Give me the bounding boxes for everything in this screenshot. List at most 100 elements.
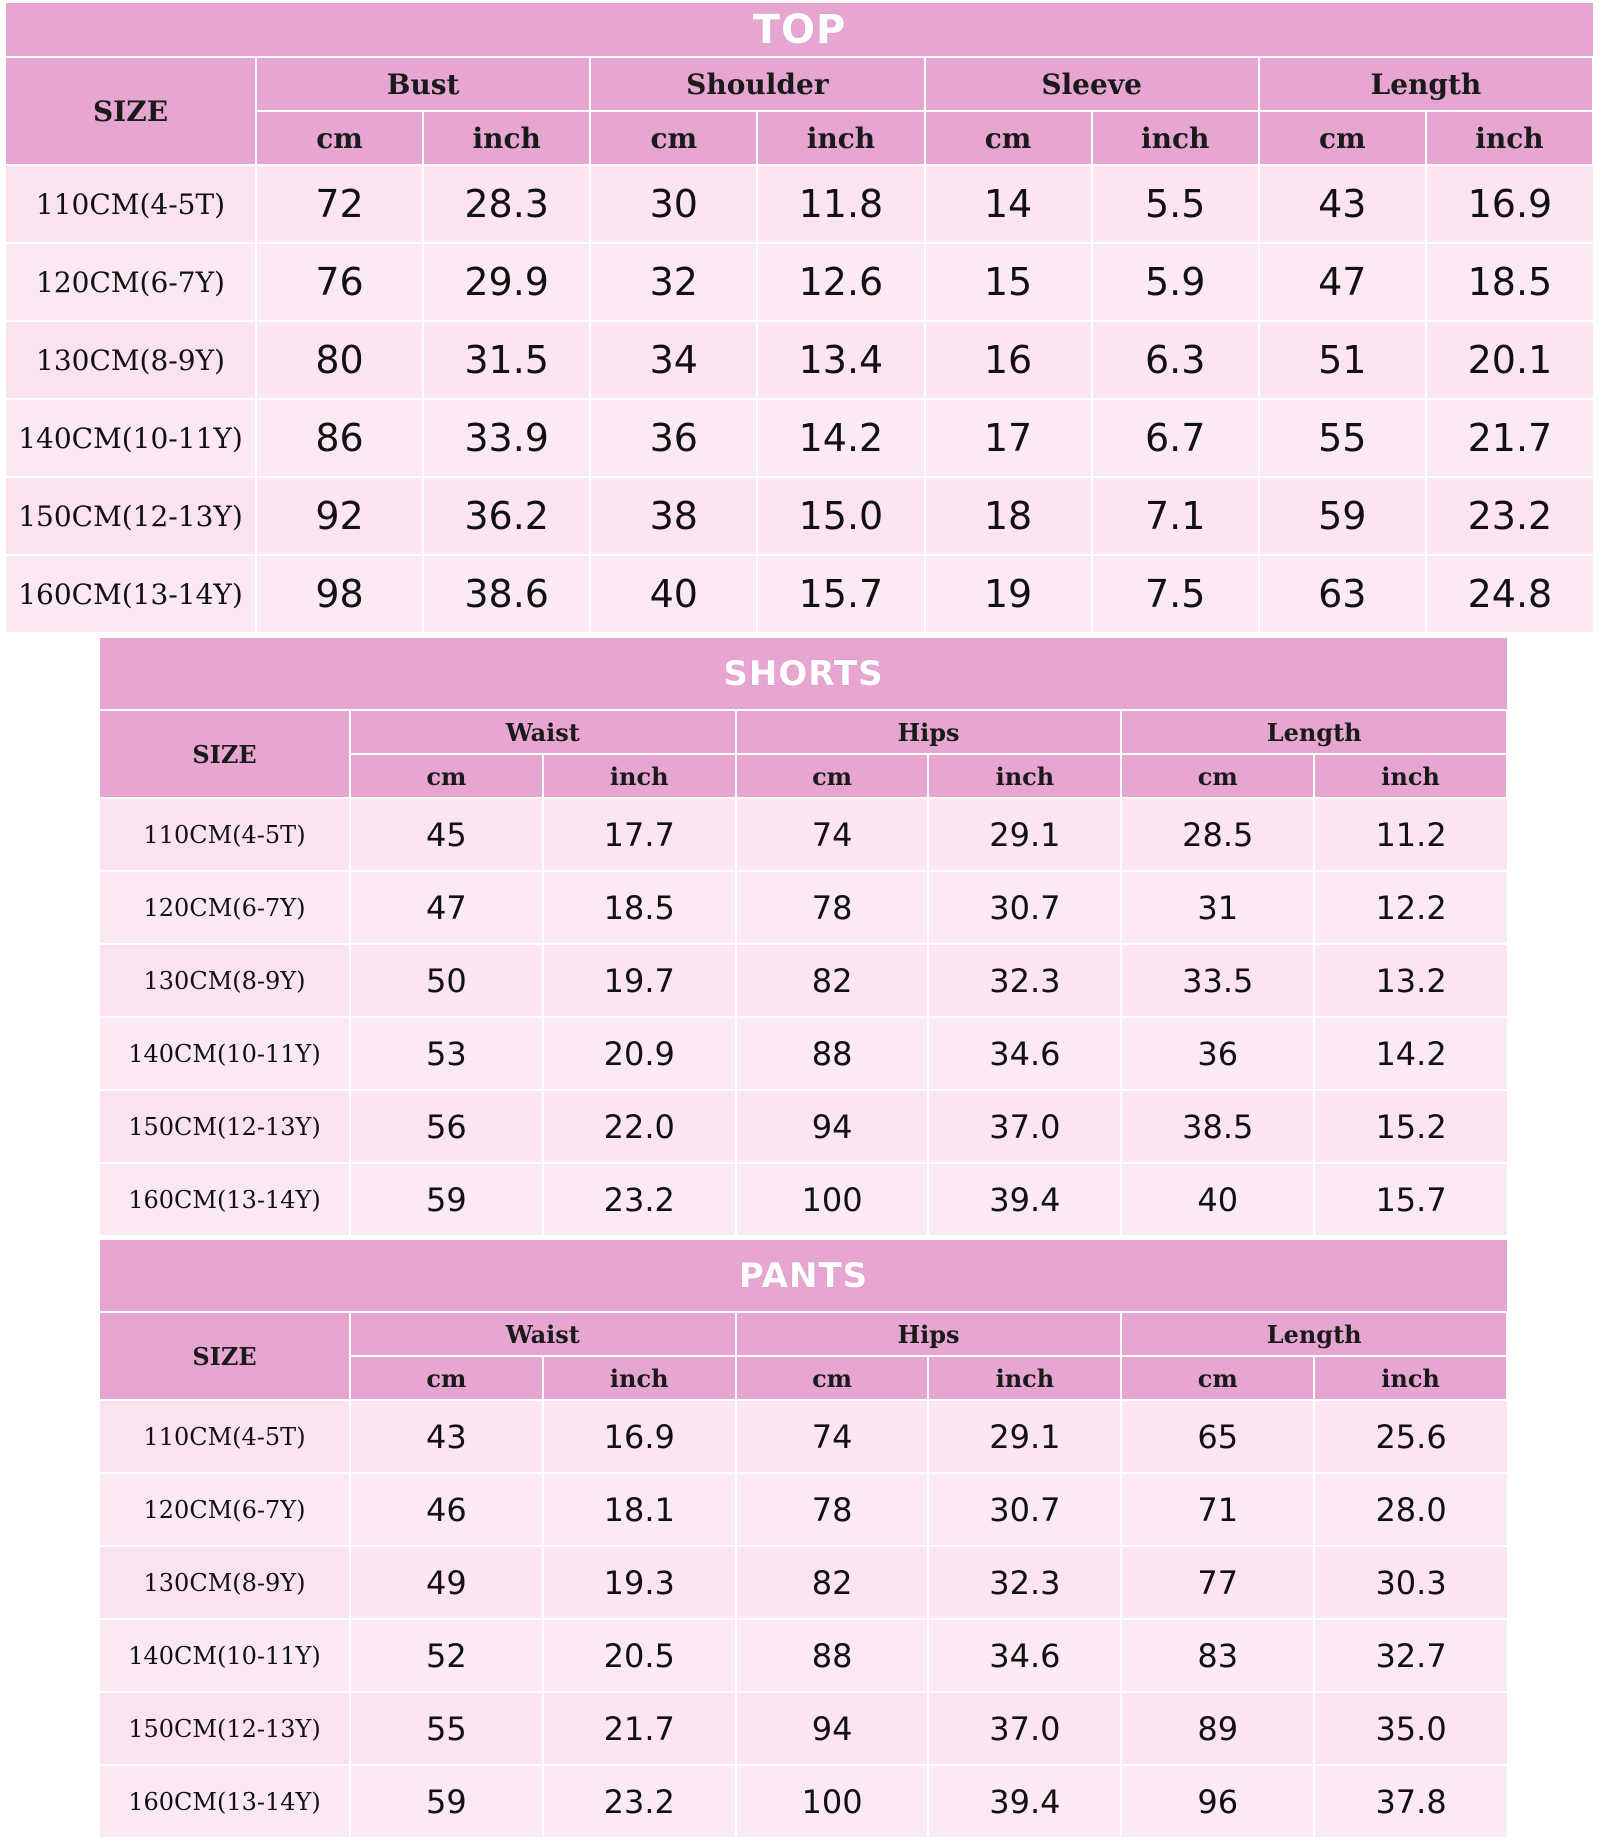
measurement-cell: 20.1 [1424,320,1593,399]
measurement-cell: 25.6 [1313,1399,1507,1473]
measurement-cell: 51 [1257,320,1426,399]
shoulder-header: Shoulder [589,56,926,112]
unit-header-inch: inch [927,753,1123,799]
measurement-cell: 40 [589,554,758,632]
measurement-cell: 14.2 [756,398,925,477]
size-column-header: SIZE [100,709,351,799]
bust-header: Bust [254,56,592,112]
measurement-cell: 63 [1257,554,1426,632]
measurement-cell: 43 [349,1399,543,1473]
size-column-header: SIZE [6,56,257,166]
measurement-cell: 12.6 [756,242,925,321]
top-size-chart: TOP SIZE Bust Shoulder Sleeve Length cm … [6,3,1595,632]
unit-header-inch: inch [927,1355,1123,1401]
measurement-cell: 43 [1257,164,1426,243]
measurement-cell: 92 [254,476,424,555]
measurement-cell: 80 [254,320,424,399]
top-table: TOP SIZE Bust Shoulder Sleeve Length cm … [6,3,1595,632]
unit-header-inch: inch [1313,753,1508,799]
size-column-header: SIZE [100,1311,351,1401]
measurement-cell: 29.9 [422,242,591,321]
pants-title: PANTS [100,1240,1507,1313]
unit-header-inch: inch [1424,110,1595,166]
size-cell: 140CM(10-11Y) [100,1016,350,1090]
measurement-cell: 98 [254,554,424,632]
measurement-cell: 59 [349,1162,543,1235]
measurement-cell: 20.5 [541,1618,736,1692]
length-header: Length [1120,709,1508,755]
measurement-cell: 19 [923,554,1092,632]
measurement-cell: 15.0 [756,476,925,555]
measurement-cell: 15.2 [1313,1089,1507,1163]
unit-header-cm: cm [349,1355,544,1401]
measurement-cell: 34 [589,320,758,399]
measurement-cell: 30 [589,164,758,243]
measurement-cell: 46 [349,1472,543,1546]
hips-header: Hips [734,1311,1123,1357]
measurement-cell: 21.7 [541,1691,736,1765]
measurement-cell: 24.8 [1424,554,1593,632]
table-row: 150CM(12-13Y) 56 22.0 94 37.0 38.5 15.2 [100,1089,1507,1163]
unit-header-inch: inch [1090,110,1260,166]
measurement-cell: 14 [923,164,1092,243]
size-cell: 160CM(13-14Y) [100,1764,350,1837]
shorts-title: SHORTS [100,638,1507,711]
measurement-cell: 36.2 [422,476,591,555]
measurement-cell: 38.6 [422,554,591,632]
shorts-table: SHORTS SIZE Waist Hips Length cm inch cm… [100,638,1508,1235]
measurement-cell: 94 [734,1691,929,1765]
unit-header-inch: inch [541,753,737,799]
measurement-cell: 72 [254,164,424,243]
measurement-cell: 32 [589,242,758,321]
measurement-cell: 28.3 [422,164,591,243]
measurement-cell: 15 [923,242,1092,321]
measurement-cell: 74 [734,797,929,871]
table-row: 130CM(8-9Y) 80 31.5 34 13.4 16 6.3 51 20.1 [6,320,1593,399]
measurement-cell: 55 [349,1691,543,1765]
pants-table: PANTS SIZE Waist Hips Length cm inch cm … [100,1240,1508,1837]
unit-header-cm: cm [589,110,759,166]
measurement-cell: 15.7 [756,554,925,632]
size-cell: 130CM(8-9Y) [100,1545,350,1619]
table-row: 110CM(4-5T) 45 17.7 74 29.1 28.5 11.2 [100,797,1507,871]
measurement-cell: 38.5 [1120,1089,1315,1163]
unit-header-cm: cm [1120,753,1316,799]
size-cell: 120CM(6-7Y) [6,242,256,321]
measurement-cell: 35.0 [1313,1691,1507,1765]
measurement-cell: 100 [734,1764,929,1837]
measurement-cell: 96 [1120,1764,1315,1837]
measurement-cell: 13.4 [756,320,925,399]
size-cell: 150CM(12-13Y) [100,1691,350,1765]
measurement-cell: 78 [734,1472,929,1546]
measurement-cell: 77 [1120,1545,1315,1619]
measurement-cell: 59 [1257,476,1426,555]
table-row: 140CM(10-11Y) 86 33.9 36 14.2 17 6.7 55 21.7 [6,398,1593,477]
measurement-cell: 82 [734,1545,929,1619]
measurement-cell: 19.3 [541,1545,736,1619]
measurement-cell: 34.6 [927,1618,1122,1692]
measurement-cell: 40 [1120,1162,1315,1235]
measurement-cell: 38 [589,476,758,555]
measurement-cell: 36 [589,398,758,477]
measurement-cell: 13.2 [1313,943,1507,1017]
unit-header-cm: cm [1120,1355,1316,1401]
table-row: 120CM(6-7Y) 46 18.1 78 30.7 71 28.0 [100,1472,1507,1546]
measurement-cell: 30.7 [927,1472,1122,1546]
size-cell: 110CM(4-5T) [100,797,350,871]
measurement-cell: 39.4 [927,1162,1122,1235]
measurement-cell: 33.9 [422,398,591,477]
measurement-cell: 86 [254,398,424,477]
measurement-cell: 29.1 [927,797,1122,871]
measurement-cell: 47 [349,870,543,944]
measurement-cell: 56 [349,1089,543,1163]
measurement-cell: 17.7 [541,797,736,871]
measurement-cell: 32.3 [927,1545,1122,1619]
measurement-cell: 29.1 [927,1399,1122,1473]
measurement-cell: 18.5 [1424,242,1593,321]
measurement-cell: 30.7 [927,870,1122,944]
measurement-cell: 6.7 [1090,398,1259,477]
measurement-cell: 23.2 [541,1162,736,1235]
table-row: 140CM(10-11Y) 53 20.9 88 34.6 36 14.2 [100,1016,1507,1090]
table-row: 110CM(4-5T) 72 28.3 30 11.8 14 5.5 43 16.9 [6,164,1593,243]
measurement-cell: 39.4 [927,1764,1122,1837]
